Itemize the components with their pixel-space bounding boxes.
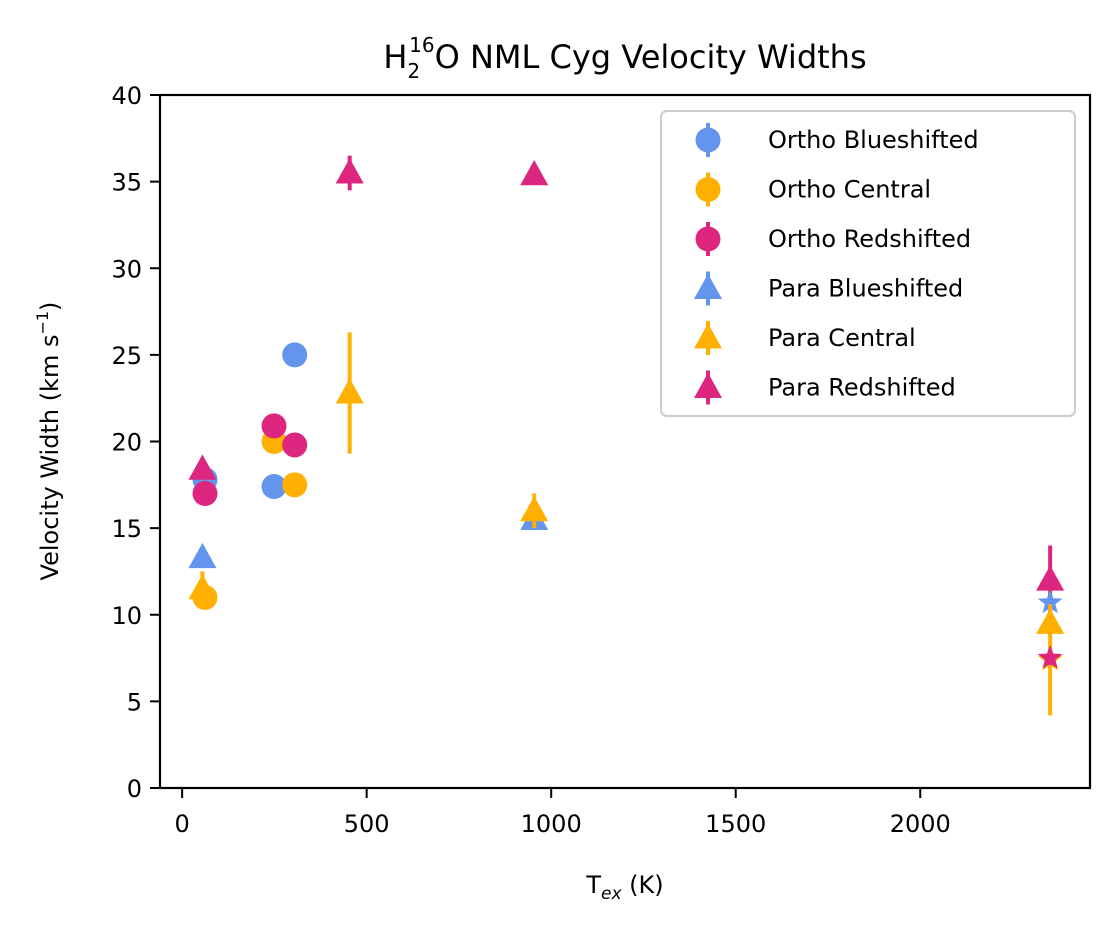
- para-central-point: [520, 496, 549, 522]
- y-tick-label: 0: [127, 775, 142, 803]
- star-point: [1037, 645, 1063, 669]
- y-tick-label: 30: [111, 255, 142, 283]
- para-redshifted-point: [188, 454, 217, 480]
- y-tick-label: 15: [111, 515, 142, 543]
- legend-marker-para-central: [694, 323, 722, 349]
- y-tick-label: 5: [127, 688, 142, 716]
- legend-frame: [660, 110, 1076, 417]
- legend-marker-ortho-blueshifted: [695, 127, 721, 153]
- x-tick-label: 1000: [521, 810, 582, 838]
- legend-label-ortho-central: Ortho Central: [768, 176, 931, 204]
- legend-label-ortho-blueshifted: Ortho Blueshifted: [768, 126, 979, 154]
- y-tick-label: 25: [111, 342, 142, 370]
- legend-marker-ortho-redshifted: [695, 226, 721, 252]
- ortho-central-point: [282, 472, 308, 498]
- legend-label-para-blueshifted: Para Blueshifted: [768, 275, 963, 303]
- para-redshifted-point: [335, 158, 364, 184]
- x-tick-label: 0: [175, 810, 190, 838]
- legend-marker-para-blueshifted: [694, 273, 722, 299]
- x-tick-label: 500: [344, 810, 390, 838]
- para-central-point: [188, 574, 217, 600]
- chart-title: H216O NML Cyg Velocity Widths: [383, 33, 866, 83]
- x-axis-label: Tex (K): [585, 871, 663, 904]
- ortho-blueshifted-point: [261, 474, 287, 500]
- para-redshifted-point: [1036, 565, 1065, 591]
- data-marks: [188, 155, 1065, 716]
- y-axis-label: Velocity Width (km s−1): [33, 302, 64, 581]
- legend: Ortho Blueshifted Ortho Central Ortho Reds…: [660, 110, 1076, 417]
- ortho-blueshifted-point: [282, 342, 308, 368]
- ortho-redshifted-point: [261, 413, 287, 439]
- legend-marker-para-redshifted: [694, 372, 722, 398]
- x-axis-ticks: 0 500 1000 1500 2000: [175, 788, 951, 838]
- star-point: [1037, 589, 1063, 614]
- y-tick-label: 10: [111, 602, 142, 630]
- x-tick-label: 2000: [890, 810, 951, 838]
- y-tick-label: 20: [111, 429, 142, 457]
- plot-frame: [158, 93, 1092, 790]
- legend-label-para-central: Para Central: [768, 324, 916, 352]
- legend-label-para-redshifted: Para Redshifted: [768, 374, 956, 402]
- para-central-point: [335, 378, 364, 404]
- y-tick-label: 35: [111, 169, 142, 197]
- legend-label-ortho-redshifted: Ortho Redshifted: [768, 225, 971, 253]
- y-tick-label: 40: [111, 82, 142, 110]
- y-axis-ticks: 0 5 10 15 20 25 30 35 40: [111, 82, 160, 803]
- ortho-redshifted-point: [282, 432, 308, 458]
- legend-marker-ortho-central: [695, 177, 721, 202]
- para-redshifted-point: [520, 159, 549, 186]
- ortho-redshifted-point: [192, 480, 218, 506]
- para-blueshifted-point: [188, 542, 217, 569]
- x-tick-label: 1500: [705, 810, 766, 838]
